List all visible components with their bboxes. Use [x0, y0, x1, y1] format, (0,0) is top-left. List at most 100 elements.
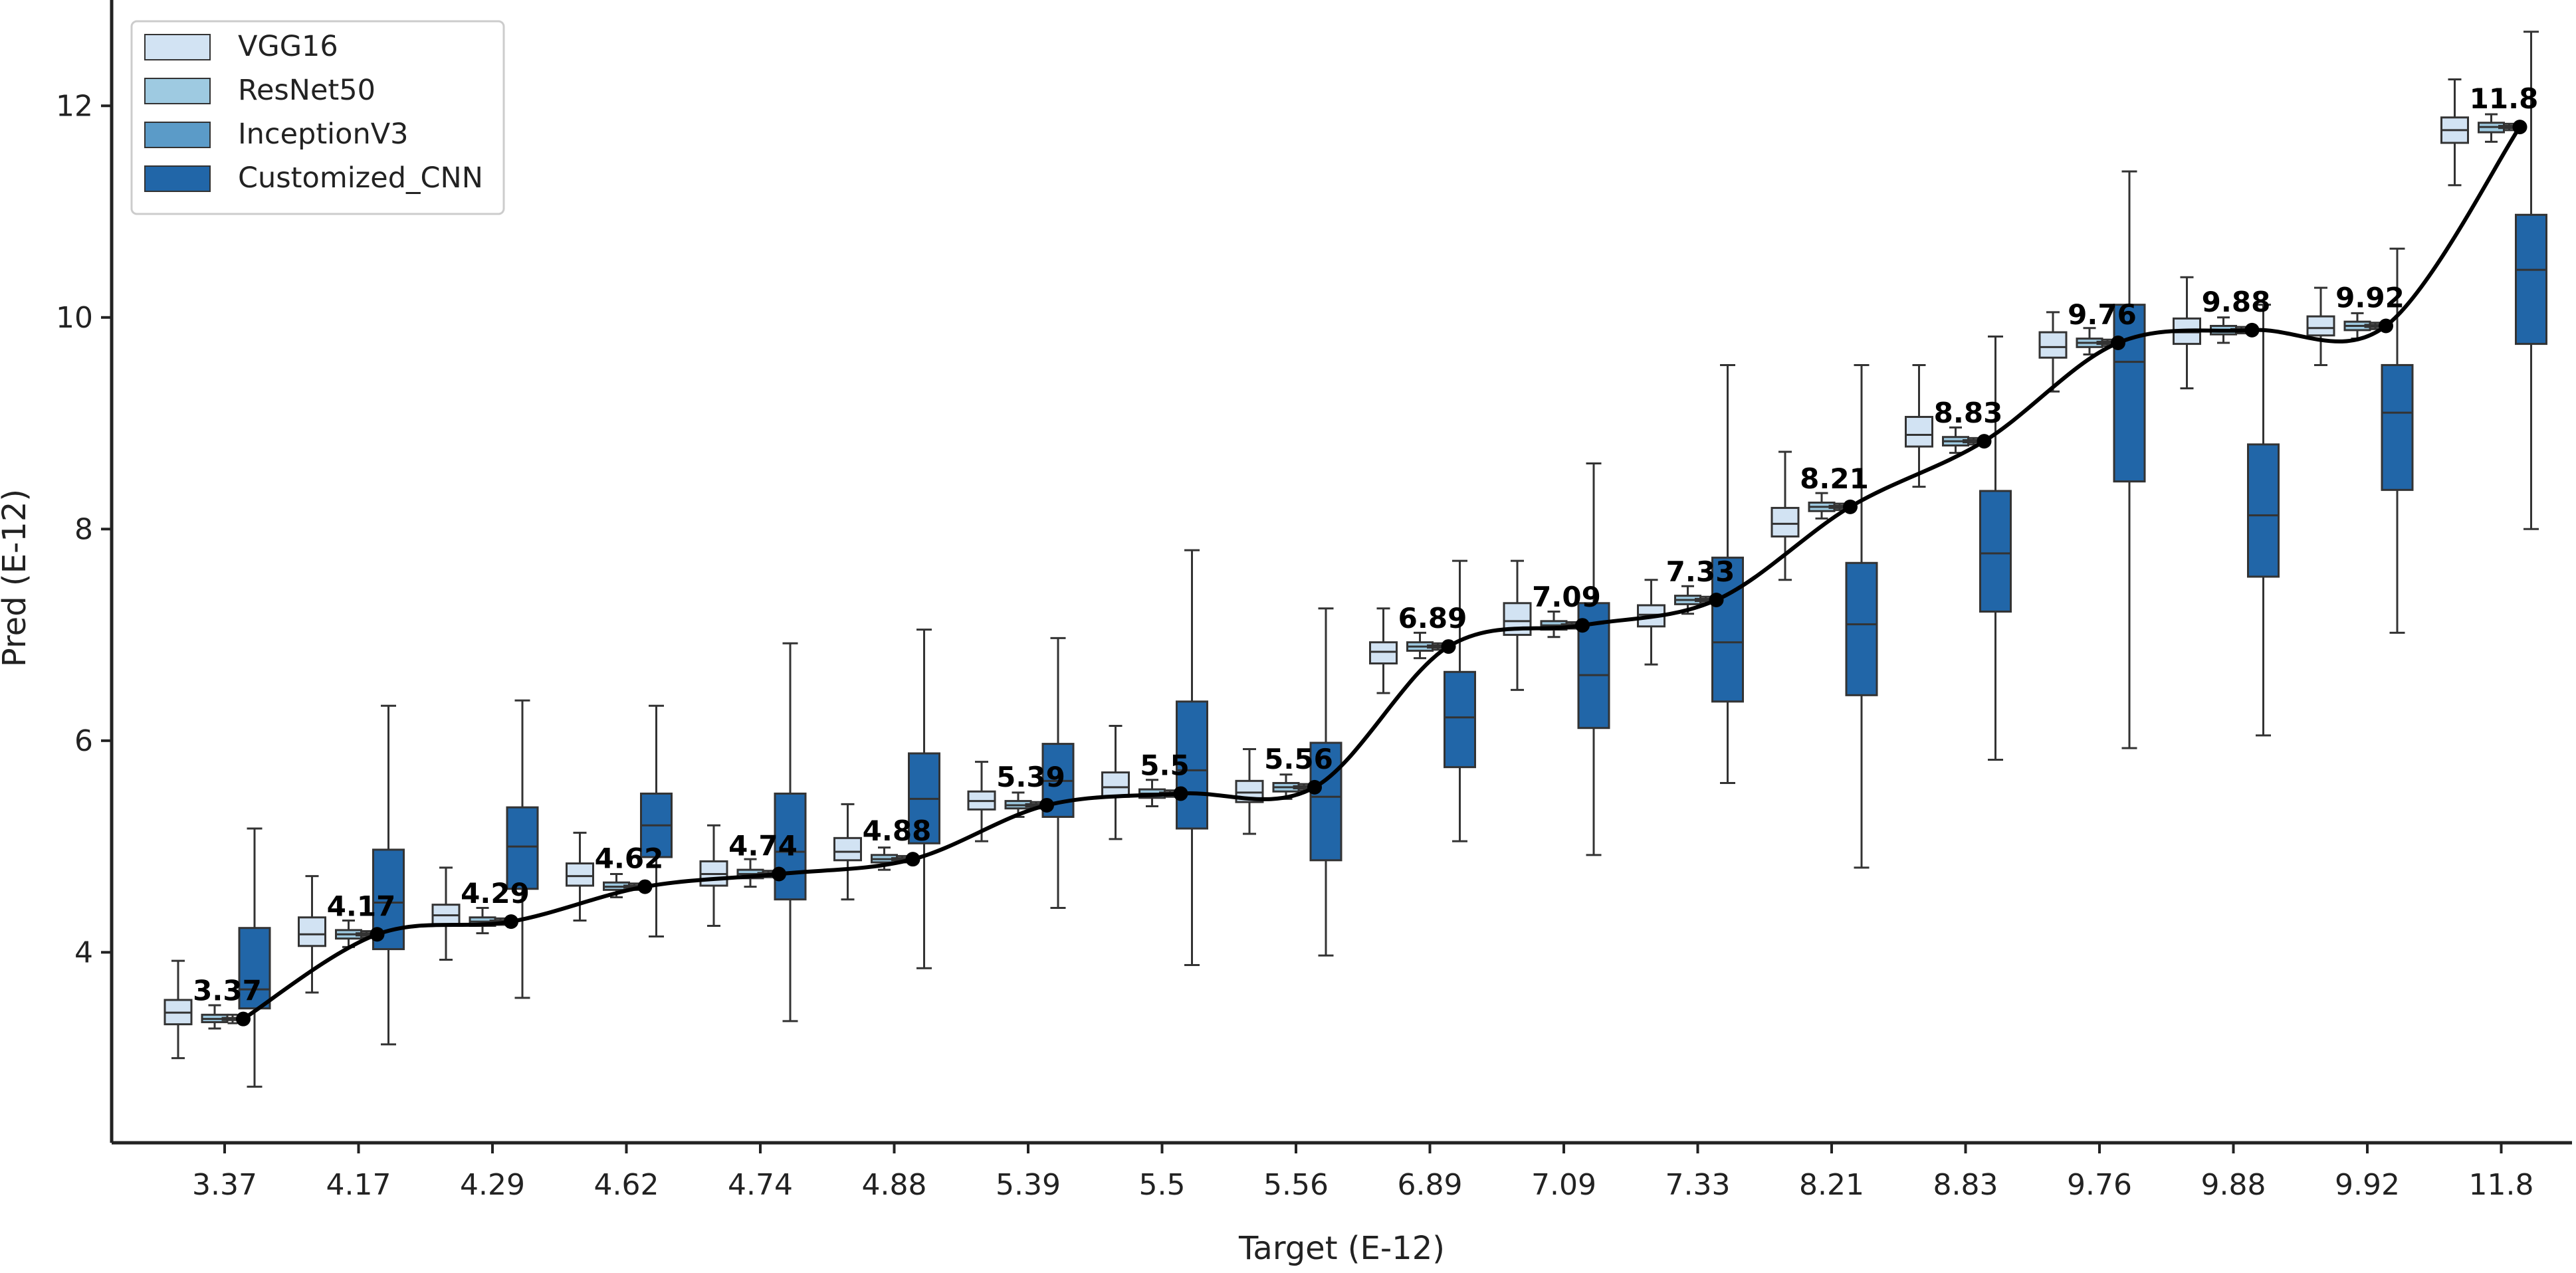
box-iqr: [566, 862, 594, 887]
box: [908, 629, 940, 969]
x-ticks: 3.37 4.17 4.29 4.62 4.74 4.88 5.39 5.5 5.56 6.89 7…: [192, 1143, 2533, 1202]
target-point: [1307, 779, 1322, 795]
x-tick-label: 5.56: [1263, 1168, 1329, 1202]
target-point: [1977, 434, 1992, 449]
target-data-label: 4.88: [863, 815, 932, 847]
box: [1845, 363, 1878, 869]
box: [298, 875, 326, 994]
box-iqr: [298, 916, 326, 947]
target-point: [2512, 120, 2527, 135]
target-data-label: 4.29: [461, 877, 530, 910]
box: [1905, 363, 1933, 488]
box: [1577, 462, 1610, 856]
box: [1235, 748, 1264, 835]
target-point: [236, 1011, 251, 1027]
box: [1101, 725, 1130, 840]
box-iqr: [2113, 304, 2146, 483]
plot-area: 3.37 4.17 4.29 4.62 4.74 4.88 5.39 5.5 5.56 6.89 7…: [163, 31, 2547, 1088]
series-vgg16: [163, 78, 2469, 1060]
target-point: [905, 852, 920, 867]
target-point: [2379, 318, 2393, 334]
legend-swatch: [144, 122, 211, 148]
target-point: [1709, 593, 1724, 607]
box-iqr: [1711, 556, 1744, 703]
series-resnet50: [201, 113, 2505, 1030]
box: [1309, 607, 1342, 957]
box: [2381, 247, 2414, 634]
box: [967, 761, 996, 842]
box: [2306, 286, 2335, 366]
box: [372, 704, 405, 1046]
x-tick-label: 7.33: [1665, 1168, 1731, 1202]
target-data-label: 9.92: [2335, 282, 2405, 314]
target-data-label: 6.89: [1398, 602, 1467, 635]
x-tick-label: 4.17: [326, 1168, 391, 1202]
box: [2247, 304, 2280, 737]
x-tick-label: 5.39: [996, 1168, 1061, 1202]
box: [1176, 549, 1208, 966]
x-tick-label: 9.92: [2335, 1168, 2400, 1202]
series-inceptionv3: [221, 122, 2520, 1025]
target-data-label: 11.8: [2470, 82, 2539, 115]
legend-items: VGG16 ResNet50 InceptionV3 Customized_CNN: [144, 30, 483, 195]
target-data-label: 8.21: [1800, 462, 1869, 495]
target-data-label: 5.56: [1264, 743, 1333, 775]
x-tick-label: 4.29: [460, 1168, 525, 1202]
box: [699, 824, 728, 928]
box: [640, 704, 673, 937]
box-iqr: [833, 836, 862, 862]
box: [2440, 78, 2469, 187]
box-iqr: [1101, 771, 1130, 798]
box: [833, 803, 862, 901]
box-iqr: [1905, 415, 1933, 448]
box: [1444, 559, 1476, 842]
x-tick-label: 8.21: [1799, 1168, 1864, 1202]
box: [506, 699, 539, 999]
box-iqr: [774, 792, 807, 901]
x-tick-label: 3.37: [192, 1168, 257, 1202]
x-tick-label: 4.74: [728, 1168, 793, 1202]
box-iqr: [1979, 490, 2012, 613]
legend-swatch: [144, 78, 211, 104]
box-iqr: [2247, 443, 2280, 578]
target-point: [2244, 322, 2260, 338]
x-tick-label: 11.8: [2469, 1168, 2534, 1202]
legend: VGG16 ResNet50 InceptionV3 Customized_CNN: [130, 20, 505, 215]
target-point: [1843, 499, 1858, 514]
y-axis-label: Pred (E-12): [0, 489, 33, 667]
target-data-label: 9.88: [2202, 286, 2271, 318]
target-data-label: 4.17: [327, 890, 396, 922]
box: [431, 866, 461, 961]
legend-label: InceptionV3: [238, 118, 408, 151]
x-tick-label: 9.76: [2067, 1168, 2132, 1202]
target-point: [370, 927, 385, 942]
target-point: [772, 866, 786, 882]
box-iqr: [1309, 741, 1342, 862]
target-data-label: 7.33: [1666, 555, 1735, 588]
target-data-label: 3.37: [193, 975, 262, 1007]
box: [201, 1004, 229, 1030]
box-iqr: [2381, 363, 2414, 491]
target-point: [504, 914, 518, 930]
box-iqr: [506, 806, 539, 890]
box: [1808, 492, 1836, 520]
target-data-label: 4.62: [595, 842, 664, 875]
box: [1637, 579, 1665, 666]
box-iqr: [2306, 315, 2335, 337]
y-tick-label: 8: [74, 512, 93, 546]
x-tick-label: 4.88: [862, 1168, 927, 1202]
series-target: 3.37 4.17 4.29 4.62 4.74 4.88 5.39 5.5 5.56 6.89 7…: [193, 82, 2538, 1027]
x-tick-label: 5.5: [1139, 1168, 1186, 1202]
y-tick-label: 12: [56, 89, 93, 123]
box: [774, 642, 807, 1023]
legend-swatch: [144, 34, 211, 60]
target-point: [1441, 639, 1456, 654]
box: [163, 959, 193, 1060]
box-iqr: [1845, 561, 1878, 696]
target-data-label: 9.76: [2068, 298, 2137, 331]
x-tick-label: 8.83: [1933, 1168, 1998, 1202]
y-tick-label: 6: [74, 724, 93, 758]
